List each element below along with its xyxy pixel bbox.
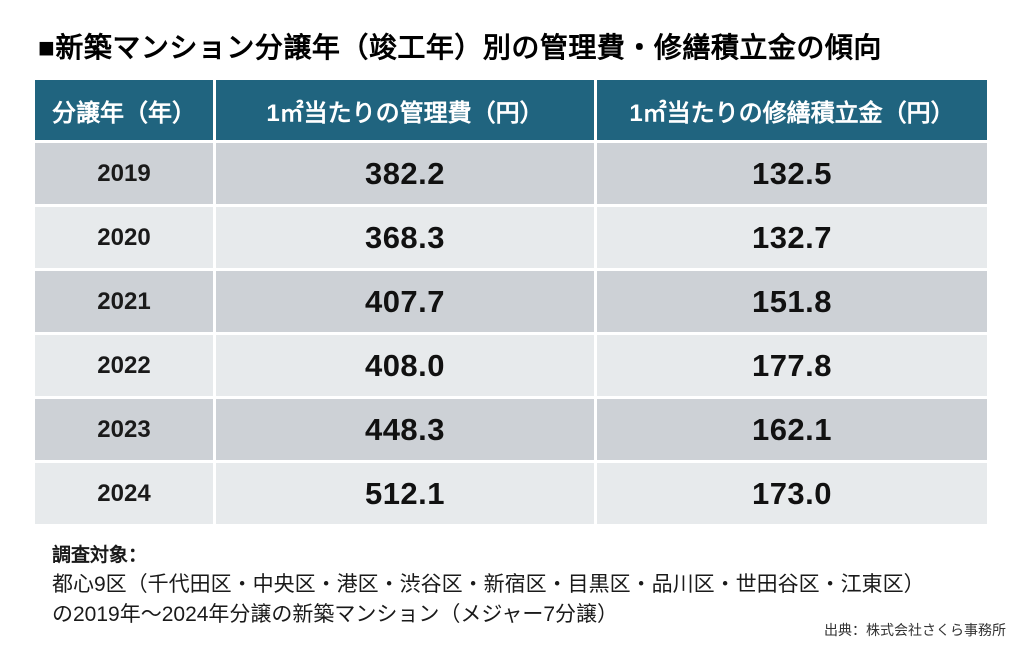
repair-reserve-cell: 132.7 bbox=[597, 207, 987, 268]
management-fee-cell: 448.3 bbox=[216, 399, 594, 460]
source-attribution: 出典：株式会社さくら事務所 bbox=[824, 622, 1006, 638]
survey-target-line1: 都心9区（千代田区・中央区・港区・渋谷区・新宿区・目黒区・品川区・世田谷区・江東… bbox=[52, 573, 925, 596]
table-row: 2021 407.7 151.8 bbox=[35, 271, 987, 332]
year-cell: 2024 bbox=[35, 463, 213, 524]
table-row: 2022 408.0 177.8 bbox=[35, 335, 987, 396]
fees-by-year-table: 分譲年（年） 1㎡当たりの管理費（円） 1㎡当たりの修繕積立金（円） 2019 … bbox=[32, 77, 990, 527]
year-cell: 2023 bbox=[35, 399, 213, 460]
year-cell: 2020 bbox=[35, 207, 213, 268]
repair-reserve-cell: 151.8 bbox=[597, 271, 987, 332]
management-fee-cell: 512.1 bbox=[216, 463, 594, 524]
table-row: 2023 448.3 162.1 bbox=[35, 399, 987, 460]
year-cell: 2021 bbox=[35, 271, 213, 332]
page-title: ■新築マンション分譲年（竣工年）別の管理費・修繕積立金の傾向 bbox=[38, 32, 882, 63]
column-header-management-fee: 1㎡当たりの管理費（円） bbox=[216, 80, 594, 140]
management-fee-cell: 382.2 bbox=[216, 143, 594, 204]
year-cell: 2019 bbox=[35, 143, 213, 204]
management-fee-cell: 408.0 bbox=[216, 335, 594, 396]
column-header-year: 分譲年（年） bbox=[35, 80, 213, 140]
survey-target-label: 調査対象： bbox=[52, 545, 148, 566]
table-header: 分譲年（年） 1㎡当たりの管理費（円） 1㎡当たりの修繕積立金（円） bbox=[35, 80, 987, 140]
repair-reserve-cell: 173.0 bbox=[597, 463, 987, 524]
table-row: 2019 382.2 132.5 bbox=[35, 143, 987, 204]
survey-target-line2: の2019年～2024年分譲の新築マンション（メジャー7分譲） bbox=[52, 603, 619, 626]
year-cell: 2022 bbox=[35, 335, 213, 396]
management-fee-cell: 407.7 bbox=[216, 271, 594, 332]
table-row: 2024 512.1 173.0 bbox=[35, 463, 987, 524]
column-header-repair-reserve: 1㎡当たりの修繕積立金（円） bbox=[597, 80, 987, 140]
repair-reserve-cell: 162.1 bbox=[597, 399, 987, 460]
table-row: 2020 368.3 132.7 bbox=[35, 207, 987, 268]
management-fee-cell: 368.3 bbox=[216, 207, 594, 268]
repair-reserve-cell: 177.8 bbox=[597, 335, 987, 396]
repair-reserve-cell: 132.5 bbox=[597, 143, 987, 204]
